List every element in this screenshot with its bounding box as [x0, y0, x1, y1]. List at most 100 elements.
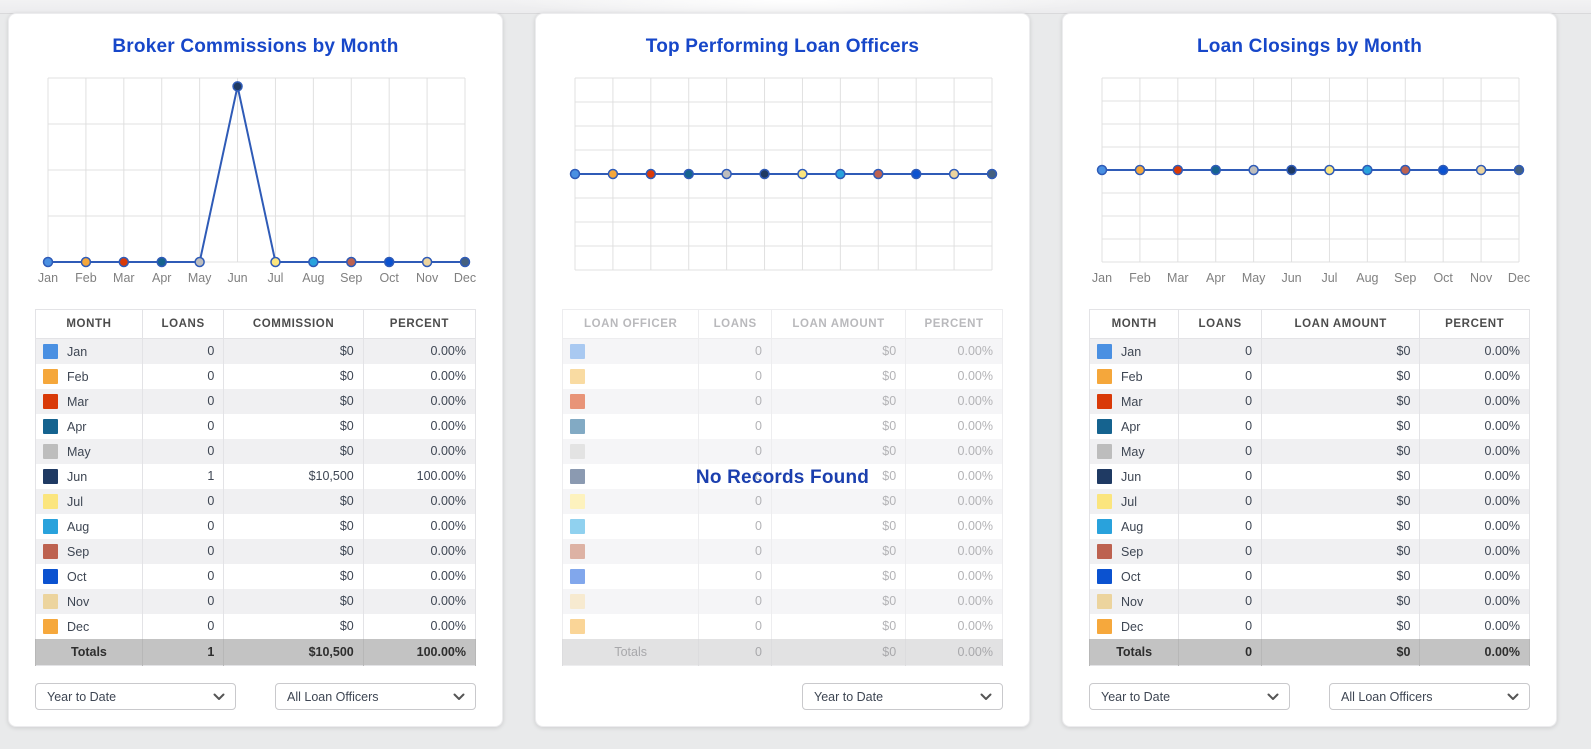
value-cell: 0: [698, 413, 772, 439]
label-cell: May: [1088, 438, 1180, 464]
value-cell: $0: [770, 388, 907, 414]
loan-officer-select[interactable]: All Loan Officers: [1329, 683, 1530, 710]
series-color-swatch: [570, 418, 585, 434]
table-row: Mar 0 $0 0.00%: [1088, 388, 1530, 414]
value-cell: $0: [770, 613, 907, 639]
value-cell: 0: [1178, 488, 1263, 514]
x-axis-label: Jun: [227, 271, 247, 285]
label-cell: [561, 563, 700, 589]
value-cell: 0: [1178, 338, 1263, 364]
row-label: May: [67, 444, 91, 459]
value-cell: 0.00%: [905, 513, 1003, 539]
table-row: 0 $0 0.00%: [561, 463, 1003, 489]
data-point: [346, 256, 357, 268]
x-axis-label: Jul: [267, 271, 283, 285]
label-cell: Aug: [1088, 513, 1180, 539]
value-cell: 0: [698, 463, 772, 489]
column-header: LOAN AMOUNT: [1261, 309, 1421, 339]
period-select-value: Year to Date: [47, 689, 117, 704]
value-cell: 0.00%: [1419, 413, 1530, 439]
series-color-swatch: [1097, 368, 1112, 384]
value-cell: 0: [1178, 413, 1263, 439]
table-row: Mar 0 $0 0.00%: [35, 388, 477, 414]
column-header: LOAN AMOUNT: [770, 309, 907, 339]
label-cell: Jan: [1088, 338, 1180, 364]
series-color-swatch: [43, 568, 58, 584]
label-cell: [561, 538, 700, 564]
data-point: [948, 168, 960, 180]
series-color-swatch: [1097, 618, 1112, 634]
data-point: [1324, 164, 1335, 176]
series-color-swatch: [43, 468, 58, 484]
label-cell: Mar: [1088, 388, 1180, 414]
value-cell: 0: [141, 538, 225, 564]
table-row: Oct 0 $0 0.00%: [35, 563, 477, 589]
label-cell: [561, 338, 700, 364]
series-color-swatch: [43, 443, 58, 459]
label-cell: [561, 438, 700, 464]
column-header: COMMISSION: [223, 309, 364, 339]
table-row: May 0 $0 0.00%: [35, 438, 477, 464]
value-cell: 0: [141, 613, 225, 639]
series-color-swatch: [1097, 493, 1112, 509]
value-cell: 0.00%: [905, 488, 1003, 514]
top-loan-officers-table-wrap: LOAN OFFICER LOANS LOAN AMOUNT PERCENT 0 $0 0.…: [561, 309, 1003, 666]
table-row: Feb 0 $0 0.00%: [35, 363, 477, 389]
data-point: [1400, 164, 1411, 176]
value-cell: 0.00%: [362, 388, 477, 414]
period-select[interactable]: Year to Date: [1089, 683, 1290, 710]
label-cell: Nov: [1088, 588, 1180, 614]
totals-label: Totals: [1088, 638, 1180, 666]
data-point: [1134, 164, 1146, 176]
data-point: [1286, 164, 1297, 176]
period-select[interactable]: Year to Date: [802, 683, 1003, 710]
value-cell: $0: [770, 513, 907, 539]
loan-officer-select[interactable]: All Loan Officers: [275, 683, 476, 710]
value-cell: $0: [1261, 613, 1421, 639]
label-cell: Aug: [35, 513, 143, 539]
x-axis-label: Sep: [340, 271, 362, 285]
value-cell: 0.00%: [1419, 363, 1530, 389]
value-cell: 0: [1178, 613, 1263, 639]
value-cell: 0: [141, 488, 225, 514]
column-header: LOANS: [1178, 309, 1263, 339]
stats-table: LOAN OFFICER LOANS LOAN AMOUNT PERCENT 0 $0 0.…: [561, 309, 1003, 666]
row-label: Dec: [1121, 619, 1144, 634]
value-cell: 0.00%: [362, 513, 477, 539]
label-cell: Mar: [35, 388, 143, 414]
x-axis-label: May: [1242, 271, 1266, 285]
series-color-swatch: [570, 518, 585, 534]
value-cell: $0: [770, 463, 907, 489]
x-axis-label: Apr: [152, 271, 171, 285]
totals-value: $0: [1261, 638, 1421, 666]
table-row: 0 $0 0.00%: [561, 438, 1003, 464]
value-cell: 0: [141, 513, 225, 539]
table-row: 0 $0 0.00%: [561, 338, 1003, 364]
value-cell: 0: [141, 438, 225, 464]
panel-loan-closings: Loan Closings by Month Jan Feb Mar Apr May Ju…: [1062, 13, 1557, 727]
totals-value: 0: [698, 638, 772, 666]
chevron-down-icon: [453, 693, 465, 700]
series-color-swatch: [43, 493, 58, 509]
period-select[interactable]: Year to Date: [35, 683, 236, 710]
value-cell: $0: [223, 413, 364, 439]
series-color-swatch: [1097, 518, 1112, 534]
value-cell: 0.00%: [1419, 613, 1530, 639]
table-row: Sep 0 $0 0.00%: [1088, 538, 1530, 564]
value-cell: 0.00%: [362, 488, 477, 514]
series-color-swatch: [1097, 393, 1112, 409]
value-cell: 0: [698, 438, 772, 464]
label-cell: [561, 613, 700, 639]
series-color-swatch: [43, 543, 58, 559]
row-label: Sep: [67, 544, 90, 559]
value-cell: 0: [141, 413, 225, 439]
chevron-down-icon: [213, 693, 225, 700]
table-row: Nov 0 $0 0.00%: [35, 588, 477, 614]
data-point: [759, 168, 770, 180]
row-label: Sep: [1121, 544, 1144, 559]
column-header: PERCENT: [362, 309, 477, 339]
panel-footer: Year to Date All Loan Officers: [1089, 669, 1530, 710]
value-cell: $10,500: [223, 463, 364, 489]
x-axis-label: Jun: [1281, 271, 1301, 285]
column-header: MONTH: [1088, 309, 1180, 339]
